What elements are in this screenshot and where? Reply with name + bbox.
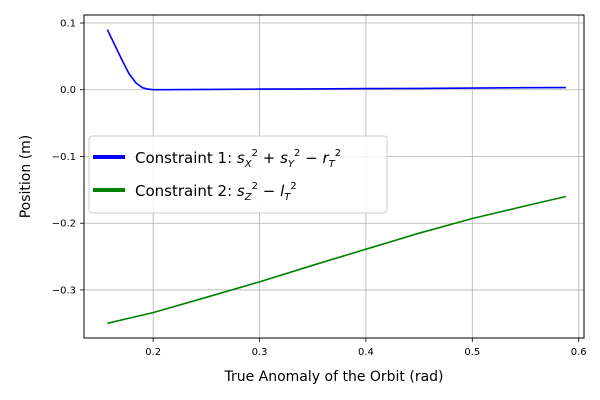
x-axis-title: True Anomaly of the Orbit (rad) [223, 369, 443, 385]
y-tick-label: 0.0 [60, 85, 76, 96]
y-tick-label: −0.1 [52, 152, 76, 163]
legend-box [88, 135, 388, 214]
x-tick-label: 0.3 [252, 347, 268, 358]
legend-label-constraint-2-prefix: Constraint 2: [135, 182, 237, 200]
legend-label-constraint-1-prefix: Constraint 1: [135, 149, 237, 167]
x-tick-label: 0.2 [145, 347, 161, 358]
series-layer [106, 29, 567, 325]
x-tick-label: 0.6 [571, 347, 587, 358]
y-tick-label: −0.3 [52, 285, 76, 296]
series-line-constraint-2 [107, 195, 567, 325]
legend-label-constraint-1: Constraint 1: sX2 + sY2 − rT2 [135, 148, 341, 170]
legend-label-constraint-2: Constraint 2: sZ2 − lT2 [135, 181, 297, 203]
y-axis-title: Position (m) [18, 135, 34, 219]
legend: Constraint 1: sX2 + sY2 − rT2 Constraint… [88, 135, 388, 214]
axis-ticks: 0.2 0.3 0.4 0.5 0.6 0.1 0.0 −0.1 −0.2 −0.3 [52, 19, 587, 358]
y-tick-label: −0.2 [52, 219, 76, 230]
x-tick-label: 0.5 [464, 347, 480, 358]
plot-frame [83, 14, 585, 339]
x-tick-label: 0.4 [358, 347, 374, 358]
series-line-constraint-1 [106, 29, 566, 91]
y-tick-label: 0.1 [60, 19, 76, 30]
